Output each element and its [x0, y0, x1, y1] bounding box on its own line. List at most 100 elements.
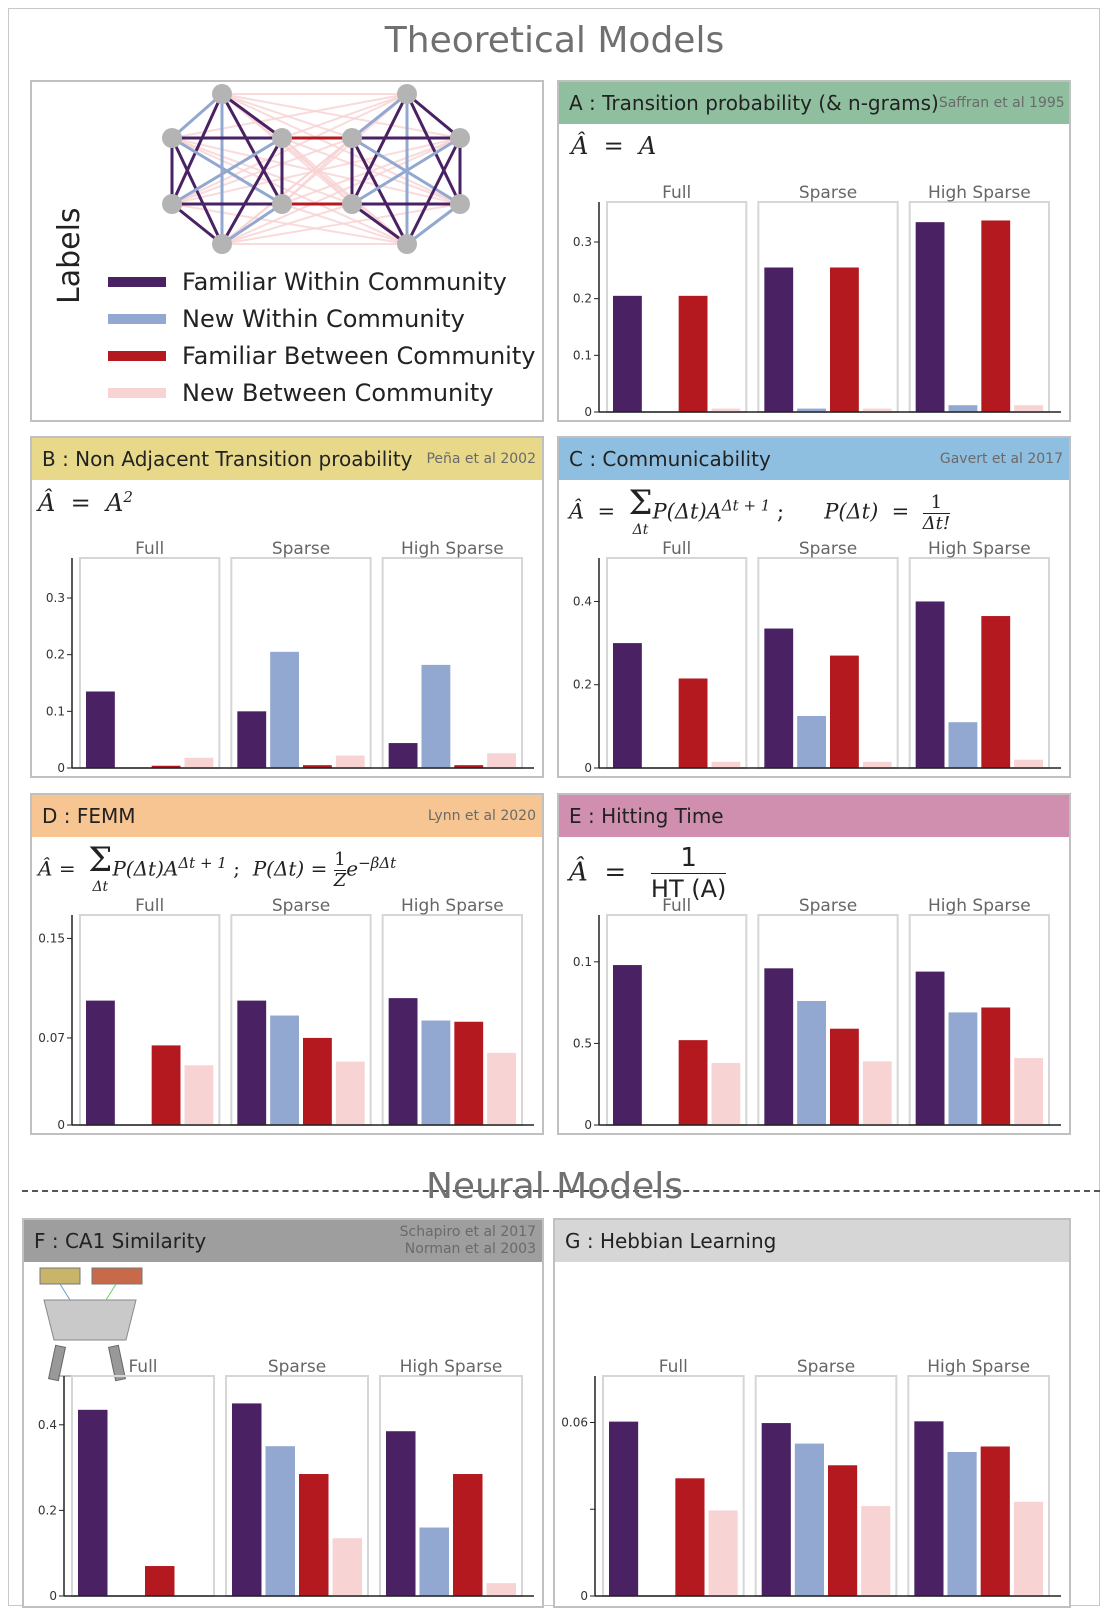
- panel-c: C : Communicability Gavert et al 2017 Â …: [557, 436, 1071, 778]
- bar: [86, 691, 115, 768]
- y-tick-label: 0: [49, 1589, 57, 1603]
- bar: [862, 761, 892, 768]
- bar: [335, 755, 365, 768]
- panel-b-chart: 0 0.1 0.2 0.3 Full Sparse High Sparse: [46, 539, 534, 775]
- bar: [232, 1403, 262, 1596]
- bar: [914, 1421, 944, 1596]
- y-tick-label: 0: [57, 761, 65, 775]
- legend-item: New Between Community: [108, 379, 494, 407]
- neural-models-title: Neural Models: [425, 1166, 684, 1207]
- y-tick-label: 0.4: [38, 1418, 57, 1432]
- panel-f-chart: 0 0.2 0.4 Full Sparse High Sparse: [38, 1357, 534, 1603]
- y-tick-label: 0.2: [573, 678, 592, 692]
- legend-item: New Within Community: [108, 305, 465, 333]
- bar: [711, 761, 741, 768]
- group-label: Sparse: [272, 896, 330, 916]
- theoretical-models-title: Theoretical Models: [384, 20, 725, 61]
- bar: [761, 1423, 791, 1596]
- y-tick-label: 0.1: [573, 348, 592, 362]
- panel-c-chart: 0 0.2 0.4 Full Sparse High Sparse: [573, 539, 1061, 775]
- group-label: High Sparse: [928, 896, 1031, 916]
- y-tick-label: 0.06: [561, 1415, 588, 1429]
- bar: [1014, 759, 1043, 768]
- bar: [609, 1421, 639, 1596]
- legend-label: Familiar Between Community: [182, 342, 536, 370]
- bar: [303, 765, 332, 768]
- bar: [237, 1000, 267, 1125]
- bar: [486, 1583, 516, 1596]
- bar: [386, 1431, 416, 1596]
- panel-b-title: B : Non Adjacent Transition proability: [42, 447, 413, 471]
- bar: [948, 405, 978, 412]
- y-tick-label: 0: [584, 1118, 592, 1132]
- bar: [981, 220, 1011, 412]
- bar: [151, 1045, 181, 1125]
- panel-f-citation: Schapiro et al 2017 Norman et al 2003: [399, 1224, 536, 1257]
- graph-node: [342, 194, 362, 214]
- panel-e: E : Hitting Time Â = 1 HT (A) 0 0.5 0.1 Full…: [557, 793, 1071, 1135]
- panel-e-formula: Â = 1 HT (A): [569, 843, 727, 903]
- panel-g-chart: 0 0.06 Full Sparse High Sparse: [561, 1357, 1061, 1603]
- group-label: Sparse: [268, 1357, 326, 1377]
- group-label: High Sparse: [401, 539, 504, 559]
- bar: [675, 1478, 705, 1596]
- y-tick-label: 0: [57, 1118, 65, 1132]
- bar: [678, 1040, 708, 1125]
- within-edge: [351, 202, 408, 246]
- y-tick-label: 0: [580, 1589, 588, 1603]
- graph-node: [342, 128, 362, 148]
- legend-panel: Labels Familiar Within Community New Wit…: [30, 80, 544, 422]
- y-tick-label: 0.3: [573, 235, 592, 249]
- bar: [332, 1538, 362, 1596]
- panel-d-header: D : FEMM Lynn et al 2020: [32, 795, 542, 837]
- y-tick-label: 0.1: [573, 955, 592, 969]
- group-label: Full: [662, 896, 691, 916]
- panel-d: D : FEMM Lynn et al 2020 Â = Σ Δt P(Δt)AΔt…: [30, 793, 544, 1135]
- graph-node: [272, 128, 292, 148]
- bar: [265, 1446, 295, 1596]
- y-tick-label: 0.1: [46, 704, 65, 718]
- bar: [794, 1443, 824, 1596]
- bar: [981, 616, 1011, 768]
- panel-d-citation: Lynn et al 2020: [427, 807, 536, 824]
- between-edge: [171, 93, 408, 205]
- panel-g: G : Hebbian Learning 0 0.06 Full Sparse High…: [553, 1218, 1071, 1608]
- y-tick-label: 0.15: [38, 931, 65, 945]
- within-edge: [171, 136, 283, 206]
- within-edge: [405, 137, 462, 245]
- bar: [764, 267, 794, 412]
- group-label: High Sparse: [928, 539, 1031, 559]
- bar: [862, 1061, 892, 1125]
- legend-swatch: [108, 351, 166, 361]
- graph-node: [162, 194, 182, 214]
- bar: [948, 1012, 978, 1125]
- y-tick-label: 0.2: [38, 1503, 57, 1517]
- bar: [613, 295, 642, 412]
- panel-b-formula: Â = A2: [38, 488, 133, 517]
- group-label: Full: [128, 1357, 157, 1377]
- panel-g-header: G : Hebbian Learning: [555, 1220, 1069, 1262]
- bar: [388, 743, 418, 768]
- bar: [947, 1451, 977, 1596]
- panel-g-title: G : Hebbian Learning: [565, 1229, 777, 1253]
- within-edge: [406, 202, 461, 246]
- graph-node: [397, 234, 417, 254]
- bar: [830, 655, 859, 768]
- bar: [948, 722, 978, 768]
- legend-item: Familiar Within Community: [108, 268, 507, 296]
- bar: [1013, 1501, 1043, 1596]
- bar: [151, 765, 181, 768]
- legend-heading: Labels: [52, 207, 87, 304]
- panel-d-title: D : FEMM: [42, 804, 136, 828]
- within-edge: [171, 92, 223, 140]
- panel-a-title: A : Transition probability (& n-grams): [569, 91, 939, 115]
- within-edge: [220, 137, 284, 245]
- panel-a-formula: Â = A: [571, 132, 657, 160]
- bar: [613, 643, 642, 768]
- group-label: High Sparse: [401, 896, 504, 916]
- graph-node: [397, 84, 417, 104]
- bar: [1014, 1058, 1043, 1125]
- bar: [145, 1566, 175, 1596]
- group-label: Sparse: [799, 896, 857, 916]
- group-label: High Sparse: [400, 1357, 503, 1377]
